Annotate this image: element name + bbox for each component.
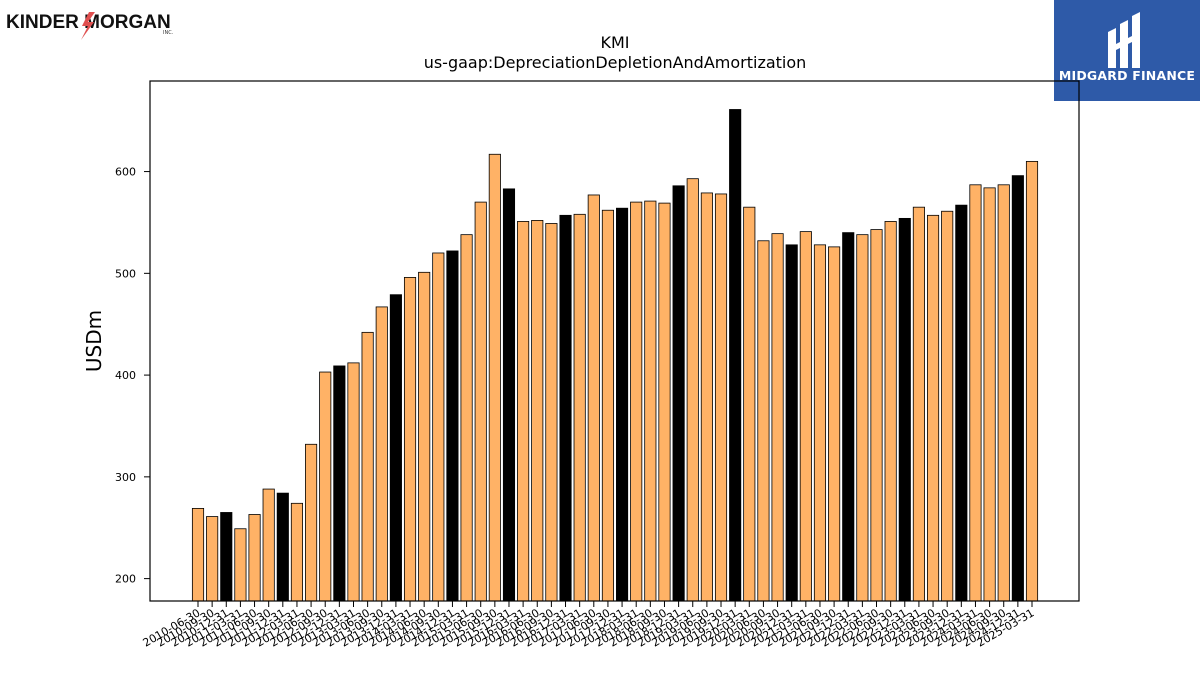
bar-2021-12-31 xyxy=(842,232,855,602)
kinder-morgan-logo-suffix: INC. xyxy=(163,30,174,36)
x-axis-ticks: 2010-06-302010-09-302010-12-312011-03-31… xyxy=(141,601,1037,650)
bar-2021-03-31 xyxy=(799,231,812,602)
bar-2023-12-31 xyxy=(955,204,968,602)
midgard-finance-logo: MIDGARD FINANCE xyxy=(1054,0,1200,101)
y-tick-label: 600 xyxy=(115,166,136,179)
bar-2014-09-30 xyxy=(432,252,445,602)
bar-2019-09-30 xyxy=(714,193,728,602)
bar-2023-06-30 xyxy=(927,214,940,602)
bar-2018-09-30 xyxy=(658,202,671,602)
bar-2015-06-30 xyxy=(474,201,487,602)
bar-2014-06-30 xyxy=(418,271,431,602)
bar-2010-06-30 xyxy=(191,507,205,602)
bar-2010-09-30 xyxy=(206,516,219,602)
bar-2020-03-31 xyxy=(743,206,756,602)
kinder-morgan-logo: KINDER MORGAN INC. xyxy=(6,8,182,42)
bar-2018-03-31 xyxy=(630,201,643,602)
y-tick-label: 400 xyxy=(115,369,136,382)
bar-2013-03-31 xyxy=(347,362,360,602)
bar-2022-09-30 xyxy=(884,221,897,602)
bar-2012-03-31 xyxy=(290,502,304,602)
plot-frame xyxy=(149,80,1080,602)
bar-2025-03-31 xyxy=(1025,160,1039,602)
y-axis-label: USDm xyxy=(82,310,106,372)
bar-2024-12-31 xyxy=(1011,175,1024,602)
bar-2012-12-31 xyxy=(333,365,346,602)
bar-2012-09-30 xyxy=(319,371,332,602)
bar-2015-03-31 xyxy=(460,234,473,602)
bar-2011-12-31 xyxy=(276,492,289,602)
bar-2017-06-30 xyxy=(587,194,600,602)
bar-2015-12-31 xyxy=(502,188,516,602)
bar-2021-09-30 xyxy=(828,246,841,602)
midgard-finance-label: MIDGARD FINANCE xyxy=(1058,68,1196,83)
bar-2020-12-31 xyxy=(785,244,798,602)
bar-2022-12-31 xyxy=(898,217,911,602)
bar-2011-03-31 xyxy=(234,528,247,602)
y-axis-ticks: 200 300 400 500 600 xyxy=(115,166,150,586)
bar-2017-09-30 xyxy=(601,209,614,602)
bar-2013-09-30 xyxy=(375,306,388,602)
bar-2020-09-30 xyxy=(771,233,784,602)
bar-2013-12-31 xyxy=(389,294,402,602)
bar-2011-06-30 xyxy=(248,514,261,602)
bar-2022-03-31 xyxy=(856,234,869,602)
y-tick-label: 300 xyxy=(115,471,136,484)
bar-2016-03-31 xyxy=(517,221,530,602)
bar-2017-12-31 xyxy=(616,207,629,602)
bar-2019-06-30 xyxy=(700,192,713,602)
bar-2019-12-31 xyxy=(729,109,742,602)
bar-2019-03-31 xyxy=(686,178,699,602)
lightning-bolt-icon xyxy=(81,12,95,40)
bar-2012-06-30 xyxy=(305,443,318,602)
bar-2017-03-31 xyxy=(573,213,586,602)
bar-2014-12-31 xyxy=(446,250,459,602)
y-tick-label: 500 xyxy=(115,267,136,280)
y-tick-label: 200 xyxy=(115,573,136,586)
bar-2021-06-30 xyxy=(813,244,827,602)
bar-2016-09-30 xyxy=(545,223,558,602)
bar-2010-12-31 xyxy=(220,512,233,602)
bar-2015-09-30 xyxy=(488,153,501,602)
midgard-mark-icon xyxy=(1108,12,1140,68)
bar-2020-06-30 xyxy=(757,240,770,602)
bars-group xyxy=(191,109,1039,602)
chart-title: KMI xyxy=(600,33,629,52)
bar-2011-09-30 xyxy=(262,488,275,602)
bar-2016-12-31 xyxy=(559,214,572,602)
bar-2024-03-31 xyxy=(969,184,982,602)
bar-2022-06-30 xyxy=(870,229,883,602)
bar-2024-09-30 xyxy=(997,184,1010,602)
bar-2016-06-30 xyxy=(531,220,544,602)
bar-2024-06-30 xyxy=(983,187,996,602)
chart-subtitle: us-gaap:DepreciationDepletionAndAmortiza… xyxy=(424,53,807,72)
bar-2018-06-30 xyxy=(644,200,657,602)
bar-2023-09-30 xyxy=(941,210,954,602)
bar-2013-06-30 xyxy=(361,331,374,602)
bar-2023-03-31 xyxy=(912,206,925,602)
bar-2018-12-31 xyxy=(672,185,685,602)
bar-2014-03-31 xyxy=(403,276,417,602)
